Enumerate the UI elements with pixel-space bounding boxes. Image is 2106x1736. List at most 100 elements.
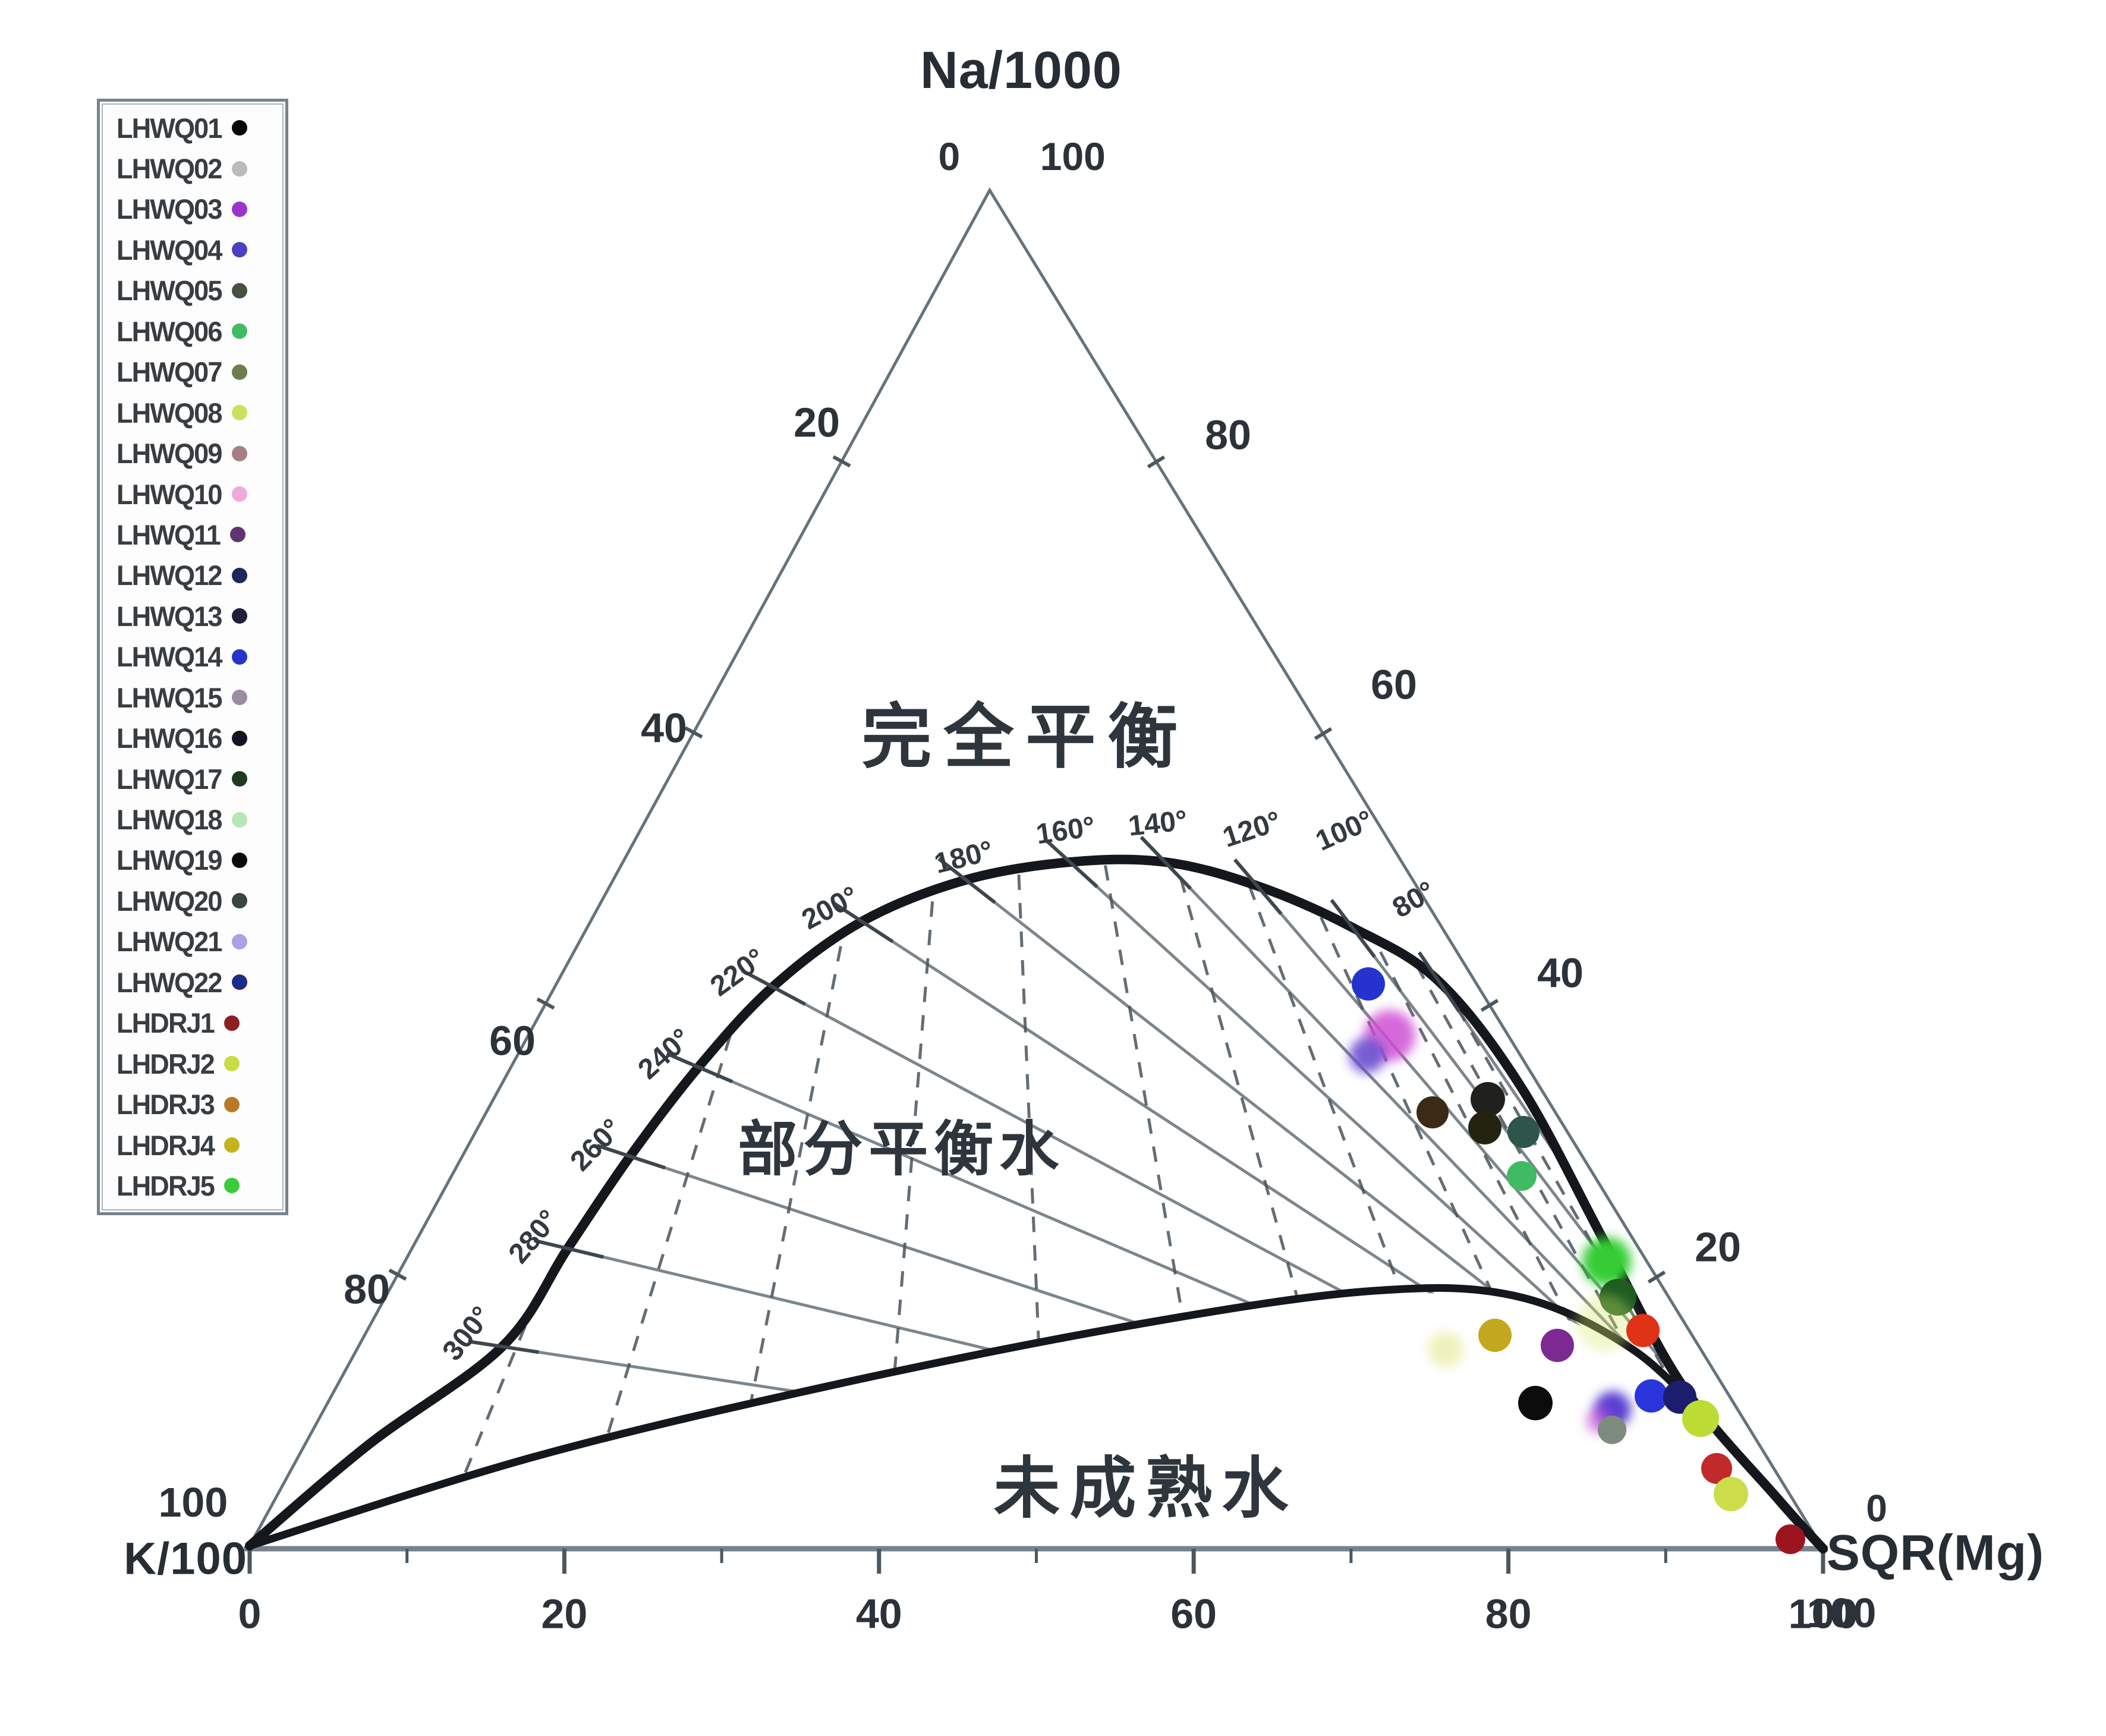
legend-color-dot <box>231 567 247 583</box>
hatch-line-solid-5 <box>838 905 1823 1549</box>
legend-item-label: LHDRJ3 <box>116 1089 215 1121</box>
legend-color-dot <box>231 649 247 665</box>
region-label-immature: 未成熟水 <box>993 1449 1298 1527</box>
na-axis-title: Na/1000 <box>920 40 1122 100</box>
legend-box: LHWQ01 LHWQ02 LHWQ03 LHWQ04 LHWQ05 LHWQ06 LHWQ… <box>96 98 288 1215</box>
legend-item-LHWQ11: LHWQ11 <box>117 515 276 553</box>
triangle-edges <box>248 187 1825 1550</box>
edge-tick-right-20 <box>1647 1270 1666 1284</box>
legend-item-LHWQ18: LHWQ18 <box>117 801 276 839</box>
legend-color-dot <box>230 527 246 543</box>
legend-color-dot <box>231 445 247 461</box>
legend-item-label: LHWQ19 <box>116 844 222 876</box>
legend-color-dot <box>231 933 247 949</box>
legend-item-label: LHWQ01 <box>116 112 222 144</box>
data-point-3 <box>1349 1037 1385 1073</box>
legend-item-LHWQ12: LHWQ12 <box>117 556 276 595</box>
legend-item-label: LHWQ03 <box>116 193 222 225</box>
legend-item-label: LHWQ18 <box>116 804 222 835</box>
legend-item-label: LHWQ12 <box>116 559 222 592</box>
legend-item-LHDRJ5: LHDRJ5 <box>117 1166 276 1204</box>
hatch-line-dashed-1 <box>583 862 991 1513</box>
legend-item-label: LHWQ21 <box>116 926 222 958</box>
legend-item-LHWQ04: LHWQ04 <box>117 231 276 269</box>
legend-item-LHDRJ2: LHDRJ2 <box>117 1045 276 1083</box>
isotherm-stub-200° <box>832 901 894 944</box>
data-point-23 <box>1776 1524 1805 1554</box>
isotherm-label-100°: 100° <box>1311 804 1378 857</box>
legend-item-LHWQ03: LHWQ03 <box>117 190 276 228</box>
data-point-7 <box>1507 1116 1540 1148</box>
legend-color-dot <box>231 608 247 624</box>
edge-tick-right-80 <box>1147 455 1166 468</box>
bottom-tick-label-40: 40 <box>856 1590 902 1637</box>
triangle-edge-lines <box>248 187 1825 1550</box>
legend-color-dot <box>223 1096 240 1112</box>
right-edge-label-40: 40 <box>1537 949 1584 996</box>
isotherm-stub-180° <box>937 857 996 904</box>
legend-item-label: LHDRJ4 <box>116 1129 215 1161</box>
legend-color-dot <box>223 1015 240 1031</box>
data-point-25 <box>1428 1332 1463 1367</box>
data-point-9 <box>1582 1237 1631 1286</box>
legend-item-LHWQ16: LHWQ16 <box>117 719 276 757</box>
legend-item-LHWQ21: LHWQ21 <box>117 923 276 961</box>
left-edge-label-40: 40 <box>641 705 687 751</box>
edge-tick-left-20 <box>832 455 851 468</box>
data-point-18 <box>1635 1379 1668 1413</box>
isotherm-stub-120° <box>1233 858 1283 916</box>
legend-color-dot <box>223 1137 240 1153</box>
isotherm-stub-280° <box>533 1238 604 1259</box>
data-point-4 <box>1416 1096 1449 1128</box>
data-point-14 <box>1518 1386 1553 1420</box>
legend-item-LHWQ19: LHWQ19 <box>117 841 276 879</box>
legend-color-dot <box>231 282 247 298</box>
hatch-line-dashed-2 <box>734 862 991 1478</box>
legend-item-LHWQ09: LHWQ09 <box>117 435 276 473</box>
bottom-tick-label-80: 80 <box>1485 1590 1532 1637</box>
data-point-5 <box>1471 1082 1505 1117</box>
legend-item-label: LHWQ20 <box>116 885 222 917</box>
legend-item-label: LHWQ16 <box>116 722 222 754</box>
legend-item-LHDRJ3: LHDRJ3 <box>117 1086 276 1124</box>
legend-color-dot <box>223 1178 240 1194</box>
isotherm-stub-160° <box>1043 837 1098 888</box>
legend-color-dot <box>223 1056 240 1072</box>
legend-item-LHDRJ4: LHDRJ4 <box>117 1126 276 1164</box>
left-edge-label-60: 60 <box>489 1017 536 1064</box>
data-point-22 <box>1714 1477 1748 1511</box>
data-point-17 <box>1598 1416 1626 1444</box>
legend-item-label: LHWQ04 <box>116 234 222 266</box>
na-apex-right-num: 100 <box>1040 134 1106 178</box>
bottom-tick-label-20: 20 <box>541 1590 587 1637</box>
hatch-line-dashed-5 <box>988 862 1197 1389</box>
legend-item-label: LHWQ11 <box>116 518 221 551</box>
legend-color-dot <box>231 323 247 339</box>
legend-item-label: LHWQ05 <box>116 275 222 307</box>
isotherm-label-80°: 80° <box>1387 875 1440 924</box>
bottom-tick-label-100: 100 <box>1789 1590 1858 1637</box>
legend-color-dot <box>231 690 247 706</box>
legend-color-dot <box>231 364 247 380</box>
edge-tick-left-40 <box>684 726 703 739</box>
data-points <box>1349 967 1805 1554</box>
k-axis-title: K/100 <box>124 1533 248 1584</box>
mg-axis-title: SQR(Mg) <box>1826 1524 2045 1581</box>
legend-item-label: LHWQ15 <box>116 681 222 713</box>
legend-item-LHWQ20: LHWQ20 <box>117 882 276 920</box>
legend-item-LHWQ05: LHWQ05 <box>117 272 276 310</box>
isotherm-stub-80° <box>1417 951 1461 1013</box>
data-point-20 <box>1682 1400 1719 1437</box>
legend-item-LHWQ06: LHWQ06 <box>117 312 276 350</box>
legend-color-dot <box>231 771 247 787</box>
legend-item-LHWQ14: LHWQ14 <box>117 638 276 676</box>
mg-corner-bottom-num: 100 <box>1806 1589 1877 1636</box>
right-edge-label-20: 20 <box>1695 1224 1741 1270</box>
legend-item-label: LHDRJ2 <box>116 1048 215 1080</box>
legend-item-label: LHDRJ5 <box>116 1169 215 1202</box>
legend-item-label: LHWQ09 <box>116 438 222 470</box>
legend-item-LHWQ13: LHWQ13 <box>117 597 276 635</box>
legend-item-label: LHWQ22 <box>116 966 222 998</box>
